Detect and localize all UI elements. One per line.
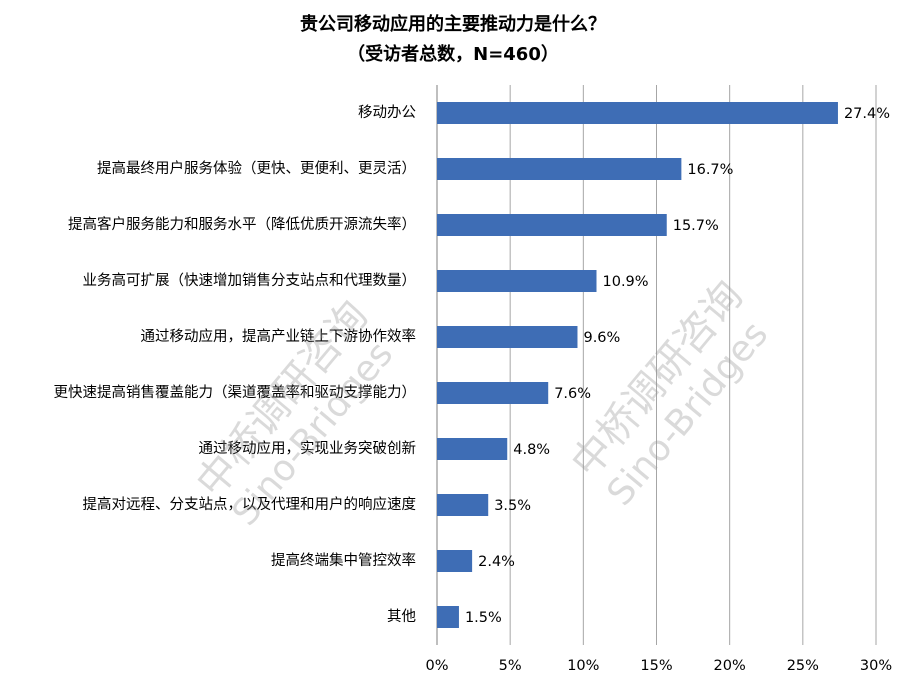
x-tick-label: 30%: [860, 658, 892, 674]
category-label: 通过移动应用，实现业务突破创新: [198, 441, 417, 457]
category-label: 其他: [387, 609, 416, 625]
category-label: 提高终端集中管控效率: [271, 553, 416, 569]
data-label: 9.6%: [583, 330, 620, 346]
bar: [437, 326, 578, 348]
bar: [437, 382, 549, 404]
category-label: 业务高可扩展（快速增加销售分支站点和代理数量）: [82, 273, 417, 289]
bar: [437, 214, 667, 236]
chart-subtitle: （受访者总数，N=460）: [347, 44, 559, 65]
category-label: 通过移动应用，提高产业链上下游协作效率: [140, 329, 417, 345]
data-label: 3.5%: [494, 498, 531, 514]
category-label: 更快速提高销售覆盖能力（渠道覆盖率和驱动支撑能力）: [53, 385, 417, 401]
data-label: 10.9%: [603, 274, 649, 290]
bar: [437, 438, 508, 460]
category-label: 提高对远程、分支站点，以及代理和用户的响应速度: [82, 497, 417, 513]
data-label: 15.7%: [673, 218, 719, 234]
category-label: 移动办公: [358, 105, 416, 121]
bar: [437, 158, 682, 180]
x-tick-label: 20%: [714, 658, 746, 674]
data-label: 27.4%: [844, 106, 890, 122]
category-label: 提高客户服务能力和服务水平（降低优质开源流失率）: [68, 217, 416, 233]
data-label: 4.8%: [513, 442, 550, 458]
bar: [437, 494, 489, 516]
x-tick-label: 10%: [567, 658, 599, 674]
data-label: 1.5%: [465, 610, 502, 626]
data-label: 7.6%: [554, 386, 591, 402]
data-label: 16.7%: [687, 162, 733, 178]
x-tick-label: 0%: [425, 658, 448, 674]
bar: [437, 102, 838, 124]
chart-title: 贵公司移动应用的主要推动力是什么？: [300, 14, 606, 35]
bar: [437, 270, 597, 292]
x-tick-label: 5%: [499, 658, 522, 674]
x-tick-label: 15%: [640, 658, 672, 674]
category-label: 提高最终用户服务体验（更快、更便利、更灵活）: [97, 161, 416, 177]
x-tick-label: 25%: [787, 658, 819, 674]
data-label: 2.4%: [478, 554, 515, 570]
bar: [437, 550, 473, 572]
bar: [437, 606, 459, 628]
chart-title-block: 贵公司移动应用的主要推动力是什么？ （受访者总数，N=460）: [0, 10, 906, 70]
